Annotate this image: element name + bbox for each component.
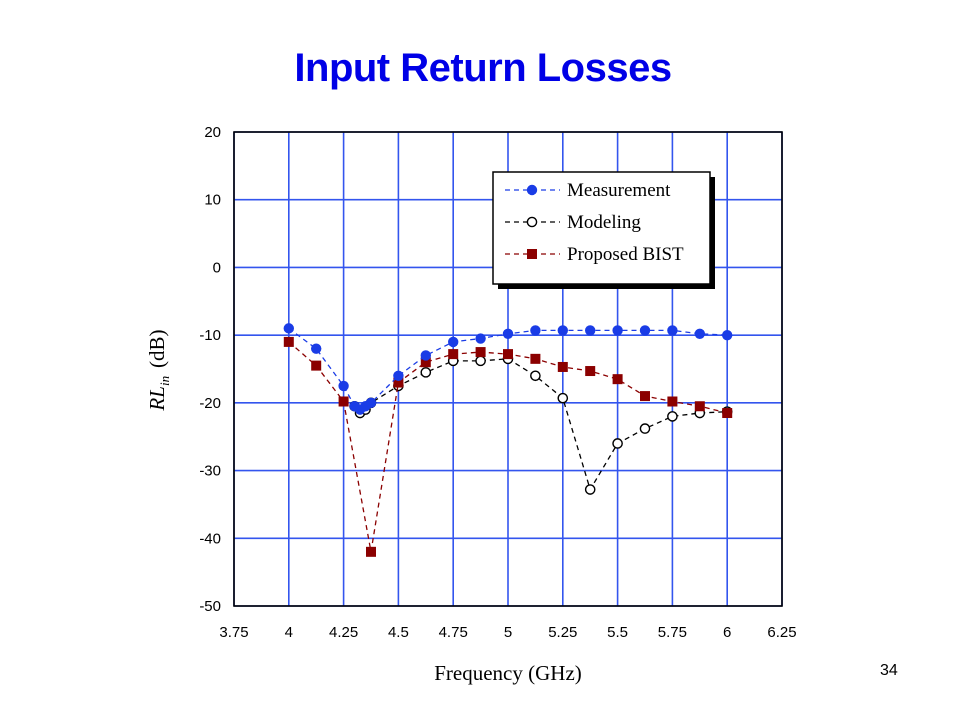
data-point-modeling xyxy=(639,423,651,434)
data-point-proposed-bist xyxy=(338,396,349,407)
data-point-measurement xyxy=(667,325,678,336)
data-point-measurement xyxy=(475,333,486,344)
data-point-modeling xyxy=(530,370,541,382)
y-axis-title: RLin (dB) xyxy=(145,329,172,411)
data-point-measurement xyxy=(530,325,541,336)
data-point-measurement xyxy=(502,328,514,339)
data-point-measurement xyxy=(338,380,349,392)
y-tick-label: -50 xyxy=(199,598,221,615)
slide-title: Input Return Losses xyxy=(294,46,672,90)
x-tick-label: 4.25 xyxy=(329,624,358,641)
legend-item-proposed-bist: Proposed BIST xyxy=(505,244,684,265)
data-point-proposed-bist xyxy=(667,396,678,407)
data-point-proposed-bist xyxy=(448,349,459,360)
tick-labels: 3.75 4 4.25 4.5 4.75 5 5.25 5.5 5.75 6 6.25 20 10 0 -1… xyxy=(199,124,796,641)
data-point-proposed-bist xyxy=(530,353,541,364)
x-tick-label: 6.25 xyxy=(767,624,796,641)
y-tick-label: -30 xyxy=(199,463,221,480)
x-tick-label: 4 xyxy=(285,624,293,641)
y-tick-label: 20 xyxy=(204,124,221,141)
plot-frame xyxy=(233,131,783,607)
y-tick-label: 10 xyxy=(204,192,221,209)
x-tick-label: 5 xyxy=(504,624,512,641)
data-point-proposed-bist xyxy=(612,374,623,385)
legend-marker xyxy=(526,184,538,196)
y-tick-label: 0 xyxy=(213,259,221,276)
legend-marker xyxy=(527,249,537,259)
data-point-proposed-bist xyxy=(557,361,568,372)
data-point-measurement xyxy=(448,336,459,348)
legend: Measurement Modeling Proposed BIST xyxy=(492,171,715,289)
data-point-modeling xyxy=(667,411,678,422)
y-tick-label: -20 xyxy=(199,395,221,412)
data-point-measurement xyxy=(365,397,377,409)
data-point-measurement xyxy=(639,325,651,336)
data-point-proposed-bist xyxy=(503,349,513,360)
data-point-proposed-bist xyxy=(722,408,733,419)
legend-label: Proposed BIST xyxy=(567,244,684,265)
x-tick-label: 5.5 xyxy=(607,624,628,641)
data-point-proposed-bist xyxy=(366,546,376,557)
data-point-modeling xyxy=(557,392,569,404)
data-point-proposed-bist xyxy=(311,360,322,371)
data-point-modeling xyxy=(584,484,596,495)
legend-marker xyxy=(526,216,538,228)
x-tick-label: 4.5 xyxy=(388,624,409,641)
data-point-proposed-bist xyxy=(393,377,404,388)
data-point-modeling xyxy=(420,367,432,378)
legend-label: Measurement xyxy=(567,180,671,201)
data-point-proposed-bist xyxy=(475,347,486,358)
data-point-proposed-bist xyxy=(585,366,596,377)
data-point-proposed-bist xyxy=(283,336,294,347)
x-axis-title: Frequency (GHz) xyxy=(434,661,582,685)
legend-item-measurement: Measurement xyxy=(505,180,671,201)
series-proposed-bist xyxy=(283,336,733,557)
data-point-proposed-bist xyxy=(640,391,650,402)
x-tick-label: 6 xyxy=(723,624,731,641)
legend-item-modeling: Modeling xyxy=(505,212,641,233)
data-point-measurement xyxy=(557,325,568,336)
data-point-measurement xyxy=(311,343,322,354)
page-number: 34 xyxy=(880,662,898,679)
y-axis-title-main: RL xyxy=(145,386,169,412)
x-tick-label: 5.75 xyxy=(658,624,687,641)
x-tick-label: 5.25 xyxy=(548,624,577,641)
y-tick-label: -10 xyxy=(199,327,221,344)
y-axis-title-unit: (dB) xyxy=(145,329,169,368)
series-measurement xyxy=(283,323,733,415)
legend-label: Modeling xyxy=(567,212,641,233)
data-point-measurement xyxy=(612,325,623,336)
y-tick-label: -40 xyxy=(199,530,221,547)
data-point-measurement xyxy=(722,329,733,341)
y-axis-title-sub: in xyxy=(157,376,172,386)
data-point-measurement xyxy=(283,323,294,334)
series-layer xyxy=(283,323,733,557)
data-point-measurement xyxy=(694,328,705,339)
x-tick-label: 4.75 xyxy=(439,624,468,641)
data-point-modeling xyxy=(475,355,486,367)
data-point-measurement xyxy=(393,370,404,381)
data-point-measurement xyxy=(585,325,596,336)
x-tick-label: 3.75 xyxy=(219,624,248,641)
data-point-measurement xyxy=(420,350,431,361)
data-point-proposed-bist xyxy=(694,401,705,412)
data-point-proposed-bist xyxy=(420,357,431,368)
data-point-modeling xyxy=(612,438,623,449)
